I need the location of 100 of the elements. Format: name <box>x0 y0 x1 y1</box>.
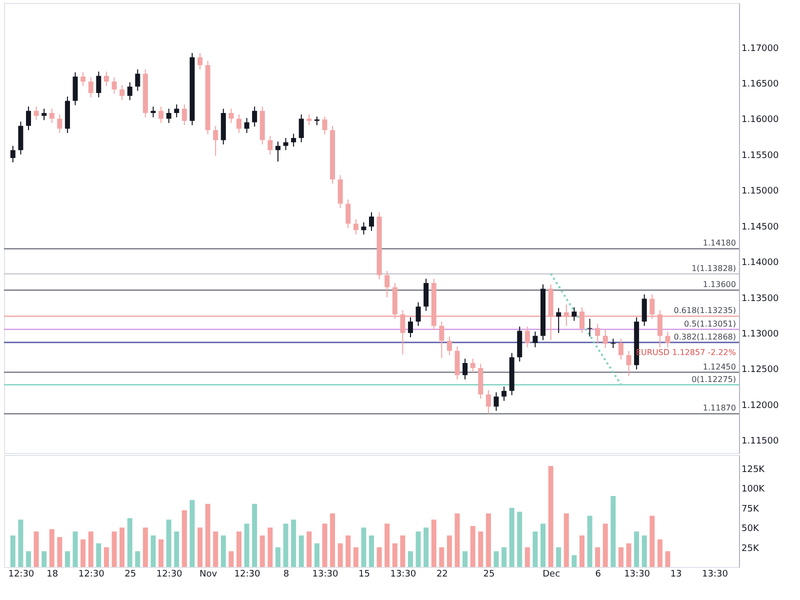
bar <box>244 524 250 567</box>
bar <box>540 524 546 567</box>
bar <box>182 510 187 567</box>
candlestick <box>213 125 218 156</box>
x-tick-label: 13:30 <box>702 570 728 580</box>
bar <box>384 524 390 567</box>
bar <box>564 513 569 567</box>
candlestick <box>642 294 647 326</box>
bar <box>486 513 491 567</box>
bar <box>642 535 647 567</box>
bar <box>361 528 366 567</box>
candlestick <box>306 114 312 126</box>
bar <box>120 528 125 567</box>
candlestick <box>602 328 608 348</box>
ref-line-label: 1.12450 <box>702 362 736 372</box>
y-tick-label: 25K <box>742 544 760 554</box>
bar <box>424 528 429 567</box>
x-tick-label: 22 <box>436 570 448 580</box>
candlestick <box>556 308 562 334</box>
candlestick <box>268 135 273 155</box>
bar <box>322 524 328 567</box>
bar <box>150 535 156 567</box>
bar <box>104 547 109 567</box>
ref-line-label: 1.14180 <box>702 238 736 248</box>
bar <box>283 524 288 567</box>
bar <box>610 496 616 567</box>
candlestick <box>486 390 491 414</box>
bar <box>42 551 47 567</box>
bar <box>306 532 312 567</box>
bar <box>572 555 577 567</box>
candlestick <box>494 392 499 412</box>
y-tick-label: 1.14000 <box>742 258 779 268</box>
y-tick-label: 125K <box>742 464 766 475</box>
bar <box>127 518 132 567</box>
candlestick <box>236 114 242 134</box>
bar <box>268 528 273 567</box>
bar <box>548 466 554 567</box>
y-tick-label: 1.13000 <box>742 330 779 340</box>
bar <box>298 535 304 567</box>
bar <box>650 516 655 567</box>
y-tick-label: 1.11500 <box>742 436 779 447</box>
bar <box>587 516 592 567</box>
candlestick <box>88 76 94 98</box>
candlestick <box>166 108 172 124</box>
candlestick <box>462 358 468 380</box>
y-tick-label: 1.17000 <box>742 44 779 54</box>
candlestick <box>346 198 351 228</box>
bar <box>275 547 280 567</box>
candlestick <box>120 84 125 101</box>
bar <box>595 547 600 567</box>
bar <box>346 535 351 567</box>
y-tick-label: 1.14500 <box>742 222 779 232</box>
candlestick <box>104 71 109 86</box>
bar <box>494 551 499 567</box>
candlestick <box>369 212 374 232</box>
bar <box>64 551 70 567</box>
candlestick <box>595 323 600 344</box>
candlestick <box>353 218 358 235</box>
candlestick <box>10 145 16 163</box>
x-tick-label: 6 <box>595 570 602 580</box>
bar <box>57 537 62 567</box>
candlestick <box>182 104 187 126</box>
candlestick <box>618 338 624 360</box>
bar <box>376 547 382 567</box>
candlestick <box>408 316 413 338</box>
ref-line-label: 1(1.13828) <box>692 264 736 273</box>
bar <box>88 532 94 567</box>
candlestick <box>665 331 670 348</box>
bar <box>392 543 398 567</box>
y-tick-label: 1.15000 <box>742 186 779 197</box>
bar <box>10 535 16 567</box>
x-tick-label: 13:30 <box>312 570 338 580</box>
candlestick <box>275 141 280 162</box>
candlestick <box>439 321 444 358</box>
y-tick-label: 1.15500 <box>742 150 779 161</box>
candlestick <box>42 108 47 121</box>
candlestick <box>49 108 54 124</box>
candlestick <box>57 114 62 134</box>
bar <box>517 512 522 567</box>
bar <box>291 520 296 567</box>
bar <box>602 524 608 567</box>
ref-line-label: 1.11870 <box>702 404 736 413</box>
ref-line-label: 0(1.12275) <box>692 374 736 384</box>
candlestick <box>626 350 632 376</box>
bar <box>462 551 468 567</box>
bar <box>190 500 195 567</box>
bar <box>80 539 86 567</box>
ref-line-label: 0.5(1.13051) <box>684 319 736 328</box>
bar <box>369 535 374 567</box>
y-tick-label: 1.16500 <box>742 80 779 90</box>
x-tick-label: 12:30 <box>234 570 261 580</box>
candlestick <box>150 106 156 118</box>
candlestick <box>470 358 476 373</box>
y-tick-label: 1.12500 <box>742 365 779 376</box>
candlestick <box>416 302 421 326</box>
bar <box>618 547 624 567</box>
bar <box>112 532 117 567</box>
bar <box>26 551 31 567</box>
candlestick <box>197 52 202 70</box>
candlestick <box>34 106 39 121</box>
